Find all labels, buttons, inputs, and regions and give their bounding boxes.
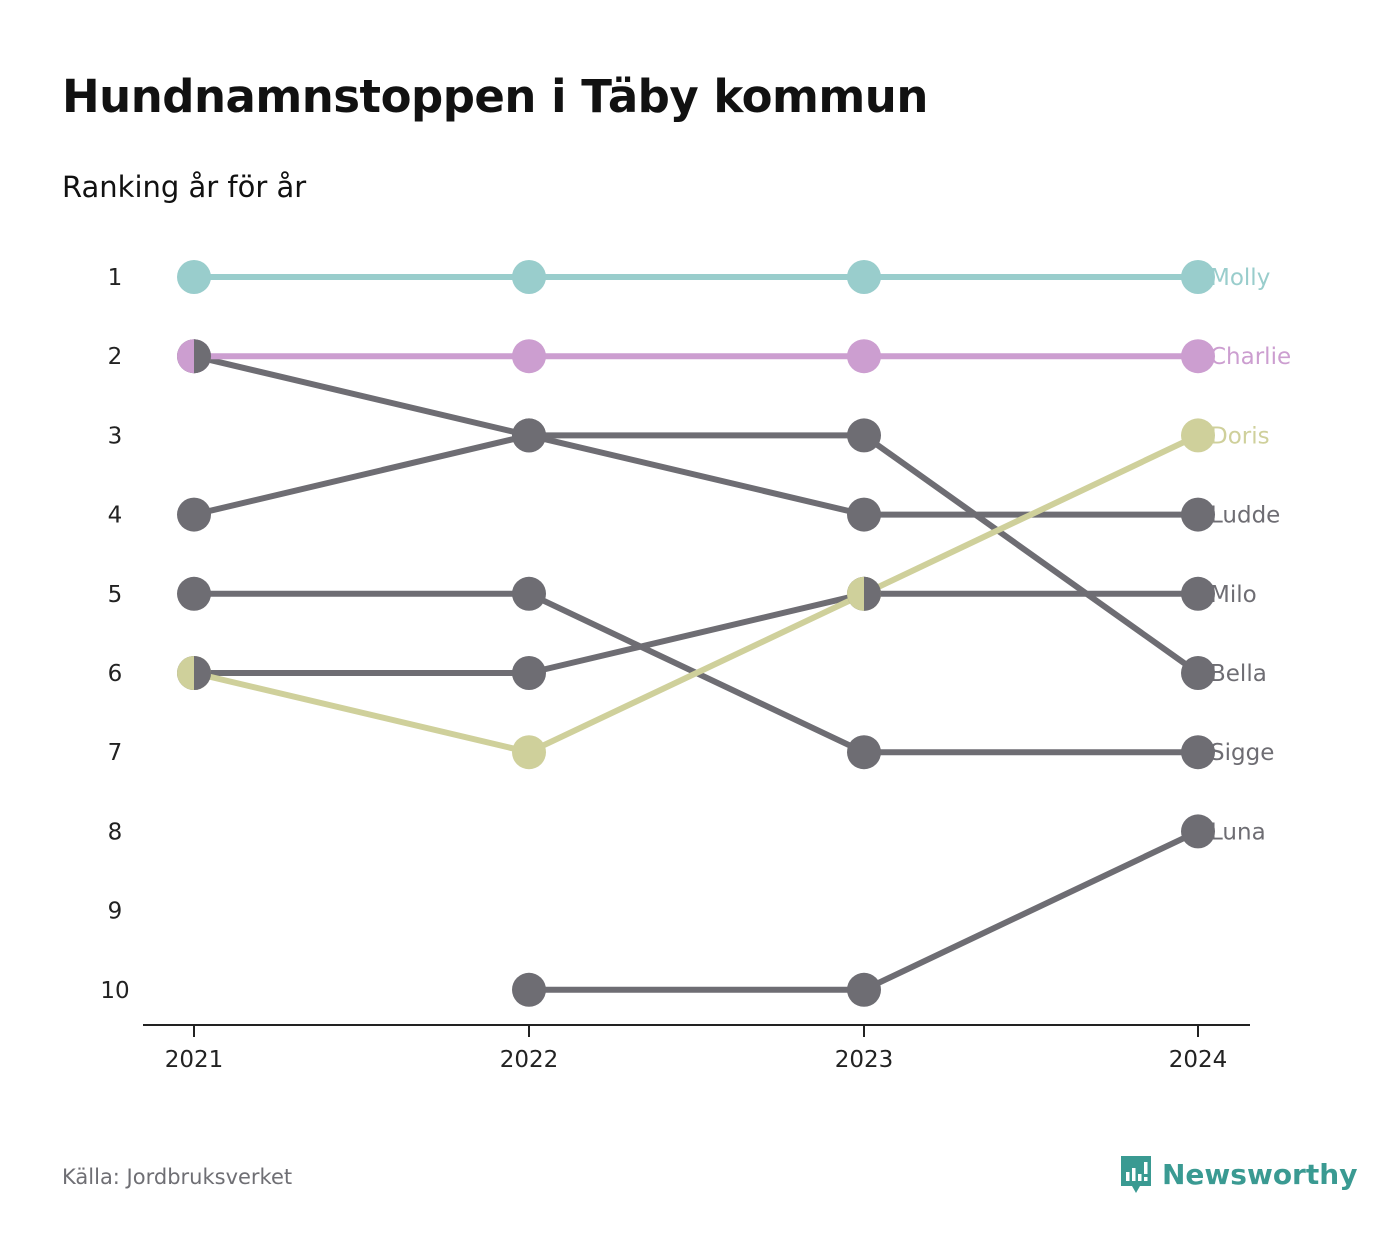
- series-point-molly: [1181, 260, 1215, 294]
- chart-title: Hundnamnstoppen i Täby kommun: [62, 70, 928, 123]
- y-axis-ticks: 1 2 3 4 5 6 7 8 9 10: [100, 265, 129, 1004]
- series-point-sigge: [1181, 735, 1215, 770]
- y-tick-label: 9: [108, 899, 123, 925]
- series-label-doris: Doris: [1210, 423, 1270, 449]
- series-line-milo: [191, 590, 1201, 676]
- series-label-charlie: Charlie: [1210, 344, 1291, 370]
- shared-point-half: [194, 339, 211, 374]
- series-point-molly: [512, 260, 546, 294]
- shared-point-half: [194, 656, 211, 690]
- x-tick-label: 2021: [165, 1047, 224, 1073]
- series-label-sigge: Sigge: [1210, 740, 1274, 766]
- x-tick-label: 2023: [835, 1047, 894, 1073]
- series-line-bella: [191, 432, 1201, 676]
- series-point-luna: [1181, 814, 1215, 849]
- y-tick-label: 3: [108, 423, 123, 449]
- series-label-luna: Luna: [1210, 819, 1266, 845]
- series-point-bella: [1181, 656, 1215, 690]
- y-tick-label: 4: [108, 503, 123, 529]
- series-label-milo: Milo: [1210, 582, 1257, 608]
- series-point-luna: [512, 972, 546, 1007]
- series-point-ludde: [847, 497, 881, 532]
- newsworthy-logo-icon: [1121, 1156, 1151, 1193]
- series-lines: [191, 274, 1201, 993]
- series-point-molly: [177, 260, 211, 294]
- series-label-ludde: Ludde: [1210, 503, 1280, 529]
- shared-point-half: [864, 576, 881, 611]
- series-point-charlie: [1181, 339, 1215, 374]
- series-label-bella: Bella: [1210, 661, 1267, 687]
- chart-subtitle: Ranking år för år: [62, 170, 307, 204]
- y-tick-label: 6: [108, 661, 123, 687]
- y-tick-label: 10: [100, 978, 129, 1004]
- brand-name: Newsworthy: [1162, 1157, 1358, 1191]
- source-note: Källa: Jordbruksverket: [62, 1165, 293, 1189]
- x-tick-label: 2022: [500, 1047, 559, 1073]
- y-tick-label: 2: [108, 344, 123, 370]
- brand-logo[interactable]: Newsworthy: [1118, 1153, 1357, 1195]
- x-tick-label: 2024: [1169, 1047, 1228, 1073]
- series-point-bella: [177, 497, 211, 532]
- y-tick-label: 1: [108, 265, 123, 291]
- series-point-sigge: [847, 735, 881, 770]
- series-end-labels: Luna Sigge Bella Milo Ludde Doris Charlie Molly: [1210, 265, 1291, 845]
- series-point-bella: [847, 418, 881, 453]
- series-point-ludde: [1181, 497, 1215, 532]
- series-line-doris: [191, 432, 1201, 756]
- x-axis: 2021 2022 2023 2024: [143, 1024, 1250, 1073]
- series-label-molly: Molly: [1210, 265, 1270, 291]
- series-point-milo: [1181, 576, 1215, 611]
- y-tick-label: 7: [108, 740, 123, 766]
- series-point-charlie: [512, 339, 546, 374]
- series-point-molly: [847, 260, 881, 294]
- series-point-doris: [1181, 418, 1215, 453]
- series-points: [177, 260, 1215, 1007]
- series-point-milo: [512, 656, 546, 690]
- series-point-doris: [512, 735, 546, 770]
- y-tick-label: 8: [108, 819, 123, 845]
- series-point-sigge: [177, 576, 211, 611]
- series-point-luna: [847, 972, 881, 1007]
- series-point-ludde: [512, 418, 546, 453]
- series-point-charlie: [847, 339, 881, 374]
- series-line-luna: [526, 828, 1201, 993]
- y-tick-label: 5: [108, 582, 123, 608]
- series-point-sigge: [512, 576, 546, 611]
